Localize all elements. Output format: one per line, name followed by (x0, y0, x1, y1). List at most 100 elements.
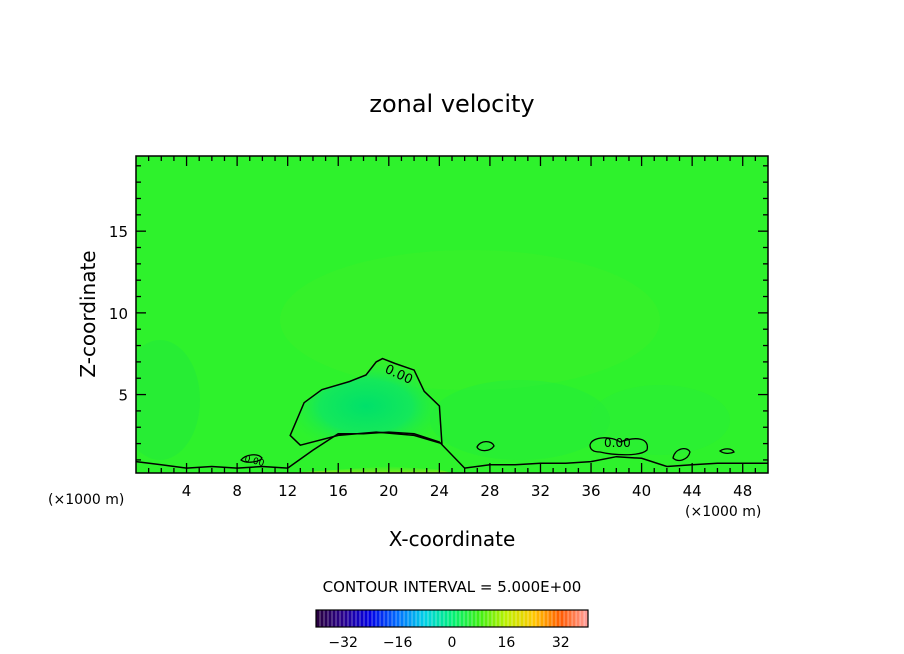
colorbar-swatch (384, 610, 389, 627)
colorbar-swatch (448, 610, 453, 627)
x-tick-label: 36 (581, 482, 600, 500)
colorbar-swatch (480, 610, 485, 627)
colorbar-swatch (472, 610, 477, 627)
colorbar-swatch (336, 610, 341, 627)
x-tick-label: 8 (232, 482, 242, 500)
x-tick-label: 12 (278, 482, 297, 500)
colorbar-swatch (396, 610, 401, 627)
field-shading-left (136, 340, 200, 460)
colorbar-swatch (320, 610, 325, 627)
colorbar-swatch (544, 610, 549, 627)
colorbar-swatch (432, 610, 437, 627)
colorbar-swatch (420, 610, 425, 627)
zero-contour-small-loop-5 (718, 448, 735, 455)
colorbar (315, 610, 589, 627)
x-tick-label: 32 (531, 482, 550, 500)
colorbar-tick-label: −16 (383, 635, 413, 651)
zero-contour-small-loop-3 (589, 437, 649, 456)
y-axis-label: Z-coordinate (76, 250, 100, 377)
colorbar-swatch (380, 610, 385, 627)
colorbar-swatch (560, 610, 565, 627)
y-tick-label: 5 (118, 387, 128, 405)
colorbar-swatch (484, 610, 489, 627)
colorbar-swatch (316, 610, 321, 627)
field-shading-mid (430, 380, 610, 460)
colorbar-swatch (416, 610, 421, 627)
x-tick-label: 20 (379, 482, 398, 500)
colorbar-swatch (496, 610, 501, 627)
colorbar-swatch (404, 610, 409, 627)
colorbar-swatch (400, 610, 405, 627)
colorbar-tick-labels: −32 −16 0 16 32 (328, 635, 569, 651)
colorbar-swatch (516, 610, 521, 627)
colorbar-swatch (508, 610, 513, 627)
colorbar-swatch (568, 610, 573, 627)
colorbar-swatch (368, 610, 373, 627)
colorbar-swatch (488, 610, 493, 627)
axis-ticks (136, 156, 768, 473)
y-tick-label: 15 (109, 223, 128, 241)
colorbar-swatch (424, 610, 429, 627)
chart-title: zonal velocity (369, 90, 534, 118)
colorbar-swatch (536, 610, 541, 627)
colorbar-swatch (468, 610, 473, 627)
colorbar-swatch (364, 610, 369, 627)
colorbar-swatch (440, 610, 445, 627)
colorbar-swatch (572, 610, 577, 627)
y-tick-label: 10 (109, 305, 128, 323)
colorbar-swatch (580, 610, 585, 627)
colorbar-frame (315, 609, 589, 628)
colorbar-swatch (500, 610, 505, 627)
colorbar-swatch (524, 610, 529, 627)
x-tick-label: 28 (480, 482, 499, 500)
colorbar-swatch (376, 610, 381, 627)
colorbar-swatch (428, 610, 433, 627)
colorbar-swatch (464, 610, 469, 627)
colorbar-swatch (392, 610, 397, 627)
colorbar-swatch (528, 610, 533, 627)
colorbar-tick-label: −32 (328, 635, 358, 651)
zero-contour-closed-loop (289, 357, 443, 447)
colorbar-swatch (520, 610, 525, 627)
colorbar-tick-label: 16 (497, 635, 515, 651)
x-tick-label: 40 (632, 482, 651, 500)
colorbar-swatch (412, 610, 417, 627)
colorbar-swatch (408, 610, 413, 627)
colorbar-swatch (344, 610, 349, 627)
x-tick-label: 16 (329, 482, 348, 500)
x-unit-label-right: (×1000 m) (685, 504, 761, 520)
field-shading-upper (280, 250, 660, 390)
colorbar-swatch (452, 610, 457, 627)
colorbar-swatch (444, 610, 449, 627)
x-tick-label: 24 (430, 482, 449, 500)
colorbar-swatch (456, 610, 461, 627)
colorbar-swatch (328, 610, 333, 627)
colorbar-swatch (548, 610, 553, 627)
colorbar-swatch (436, 610, 441, 627)
zero-contour-small-loop-4 (672, 447, 691, 462)
contour-interval-text: CONTOUR INTERVAL = 5.000E+00 (323, 578, 582, 596)
weak-positive-region (287, 466, 452, 473)
plot-area (136, 156, 768, 473)
colorbar-swatch (324, 610, 329, 627)
colorbar-swatch (576, 610, 581, 627)
colorbar-swatch (372, 610, 377, 627)
colorbar-swatch (504, 610, 509, 627)
colorbar-swatch (352, 610, 357, 627)
x-tick-label: 44 (683, 482, 702, 500)
colorbar-swatch (584, 610, 589, 627)
colorbar-swatch (492, 610, 497, 627)
contour-label: 0.00 (604, 436, 631, 450)
colorbar-swatch (388, 610, 393, 627)
zero-contour-small-loop-2 (476, 440, 495, 452)
colorbar-tick-label: 32 (552, 635, 570, 651)
colorbar-swatch (564, 610, 569, 627)
field-shading-right (590, 385, 730, 455)
colorbar-swatch (356, 610, 361, 627)
colorbar-swatch (476, 610, 481, 627)
zero-contour-small-loop-1 (240, 454, 263, 463)
x-axis-label: X-coordinate (389, 527, 516, 551)
colorbar-swatch (360, 610, 365, 627)
